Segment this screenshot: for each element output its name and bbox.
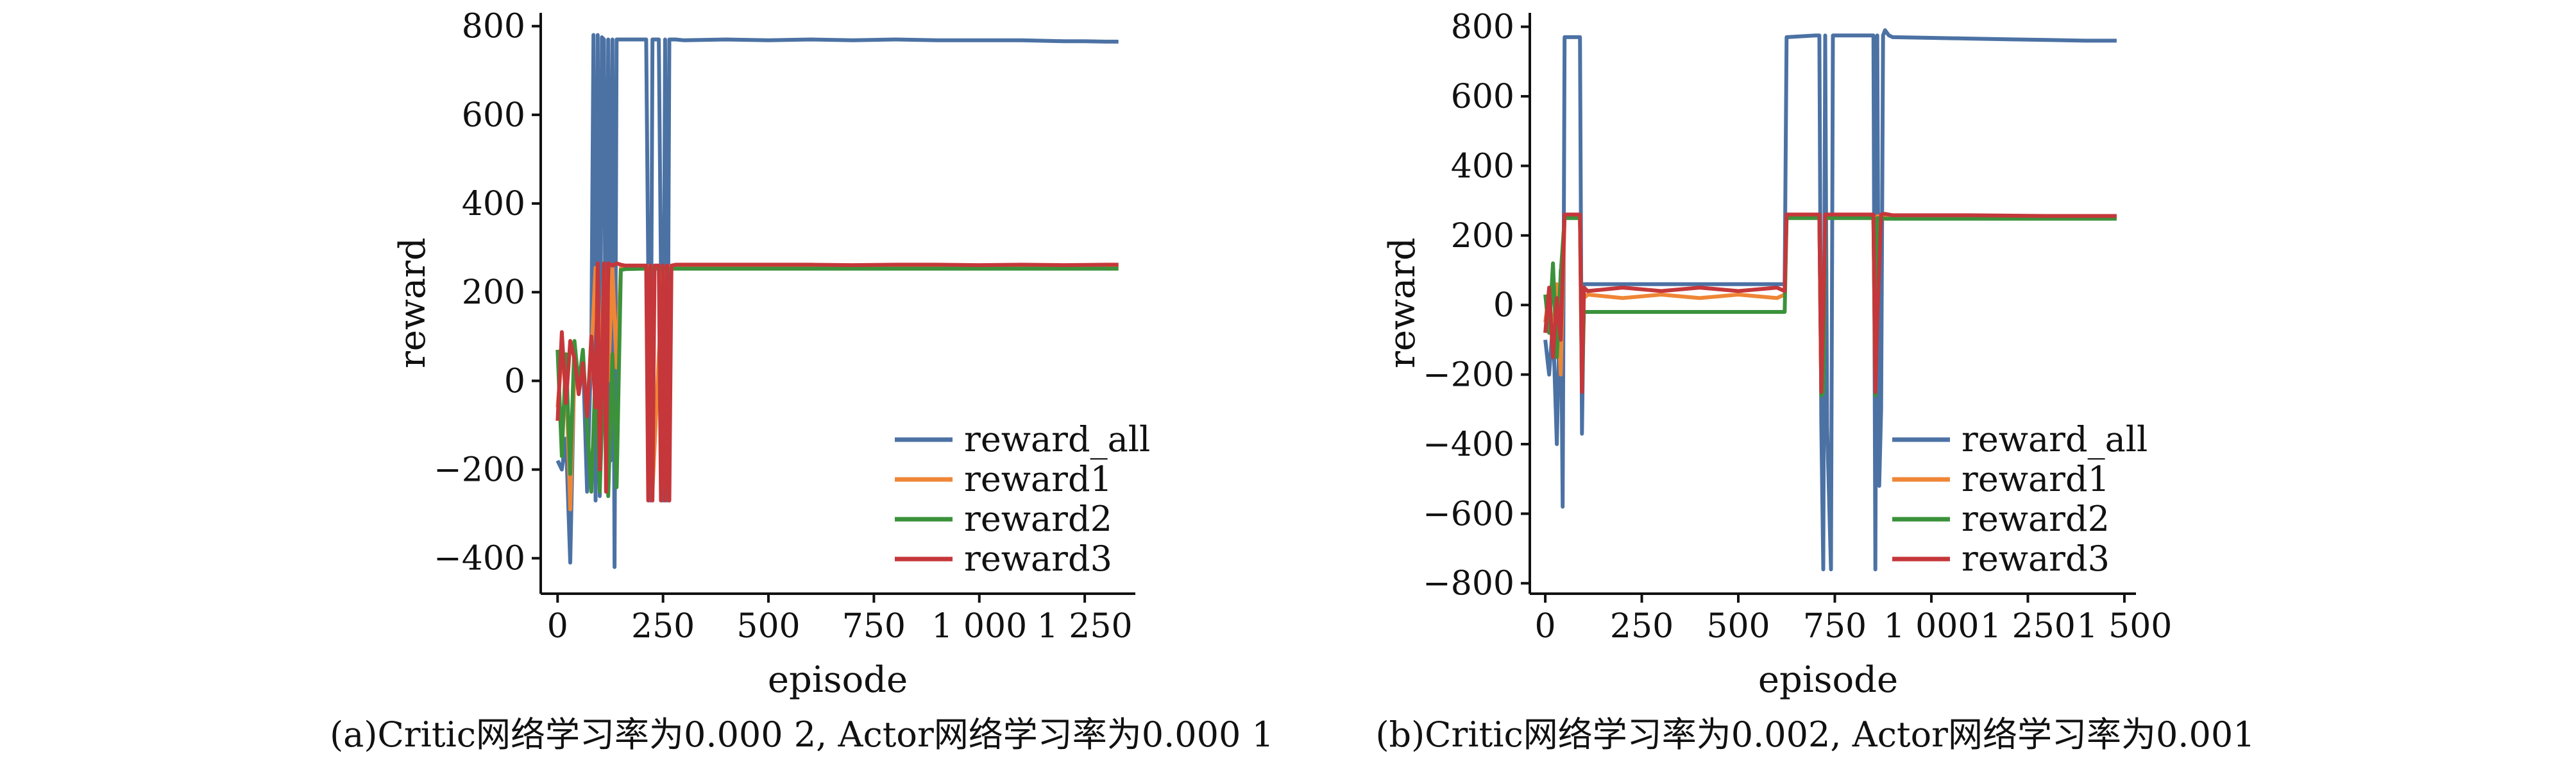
legend-label-reward-all: reward_all bbox=[1962, 419, 2148, 460]
y-axis-label-a: reward bbox=[392, 237, 434, 368]
plot-lines-b bbox=[1543, 28, 2117, 572]
x-axis-label-a: episode bbox=[768, 659, 908, 701]
series-line-reward2-a bbox=[555, 266, 1119, 498]
legend-label-reward1: reward1 bbox=[964, 459, 1112, 499]
caption-a: (a)Critic网络学习率为0.000 2, Actor网络学习率为0.000… bbox=[330, 714, 1274, 755]
y-tick-label: −200 bbox=[1423, 356, 1514, 395]
x-tick-label: 0 bbox=[1535, 607, 1556, 646]
y-tick-label: 0 bbox=[1493, 286, 1514, 325]
y-tick-label: 200 bbox=[1451, 217, 1514, 255]
y-axis-label-b: reward bbox=[1382, 237, 1423, 368]
y-tick-label: 600 bbox=[1451, 78, 1514, 116]
x-tick-label: 0 bbox=[547, 607, 568, 646]
legend-label-reward1: reward1 bbox=[1962, 459, 2110, 499]
series-line-reward3-a bbox=[555, 261, 1119, 503]
y-tick-label: −600 bbox=[1423, 495, 1514, 533]
caption-b: (b)Critic网络学习率为0.002, Actor网络学习率为0.001 bbox=[1375, 714, 2255, 755]
legend-label-reward3: reward3 bbox=[964, 538, 1112, 579]
y-tick-label: 600 bbox=[462, 96, 525, 135]
series-line-reward-all-b bbox=[1543, 28, 2117, 572]
y-tick-label: −400 bbox=[1423, 426, 1514, 464]
plot-lines-a bbox=[555, 33, 1119, 569]
y-tick-label: 800 bbox=[1451, 8, 1514, 47]
series-line-reward3-b bbox=[1543, 212, 2117, 394]
x-tick-label: 750 bbox=[1803, 607, 1867, 646]
legend-label-reward2: reward2 bbox=[1962, 499, 2110, 539]
x-ticks-a: 0 250 500 750 1 000 1 250 bbox=[547, 594, 1133, 646]
y-ticks-a: −400 −200 0 200 400 600 800 bbox=[434, 8, 541, 578]
y-tick-label: −200 bbox=[434, 451, 525, 490]
x-tick-label: 500 bbox=[1706, 607, 1770, 646]
x-ticks-b: 0 250 500 750 1 000 1 250 1 500 bbox=[1535, 594, 2173, 646]
legend-label-reward2: reward2 bbox=[964, 499, 1112, 539]
chart-panel-a: −400 −200 0 200 400 600 800 0 250 500 750 1 000 1 2… bbox=[330, 8, 1274, 755]
y-tick-label: 400 bbox=[462, 185, 525, 223]
y-tick-label: −800 bbox=[1423, 565, 1514, 603]
x-axis-label-b: episode bbox=[1758, 659, 1898, 701]
x-tick-label: 1 250 bbox=[1980, 607, 2076, 646]
x-tick-label: 1 500 bbox=[2077, 607, 2173, 646]
x-tick-label: 500 bbox=[736, 607, 800, 646]
x-tick-label: 250 bbox=[631, 607, 695, 646]
y-tick-label: 800 bbox=[462, 8, 525, 46]
x-tick-label: 1 000 bbox=[1884, 607, 1979, 646]
y-tick-label: −400 bbox=[434, 540, 525, 578]
chart-panel-b: −800 −600 −400 −200 0 200 400 600 800 0 250 500 750… bbox=[1375, 8, 2255, 755]
x-tick-label: 250 bbox=[1610, 607, 1674, 646]
x-tick-label: 750 bbox=[842, 607, 906, 646]
y-ticks-b: −800 −600 −400 −200 0 200 400 600 800 bbox=[1423, 8, 1530, 603]
x-tick-label: 1 000 bbox=[931, 607, 1027, 646]
y-tick-label: 0 bbox=[504, 362, 525, 401]
legend-label-reward-all: reward_all bbox=[964, 419, 1150, 460]
legend-label-reward3: reward3 bbox=[1962, 538, 2110, 579]
y-tick-label: 200 bbox=[462, 273, 525, 312]
x-tick-label: 1 250 bbox=[1037, 607, 1133, 646]
y-tick-label: 400 bbox=[1451, 147, 1514, 185]
